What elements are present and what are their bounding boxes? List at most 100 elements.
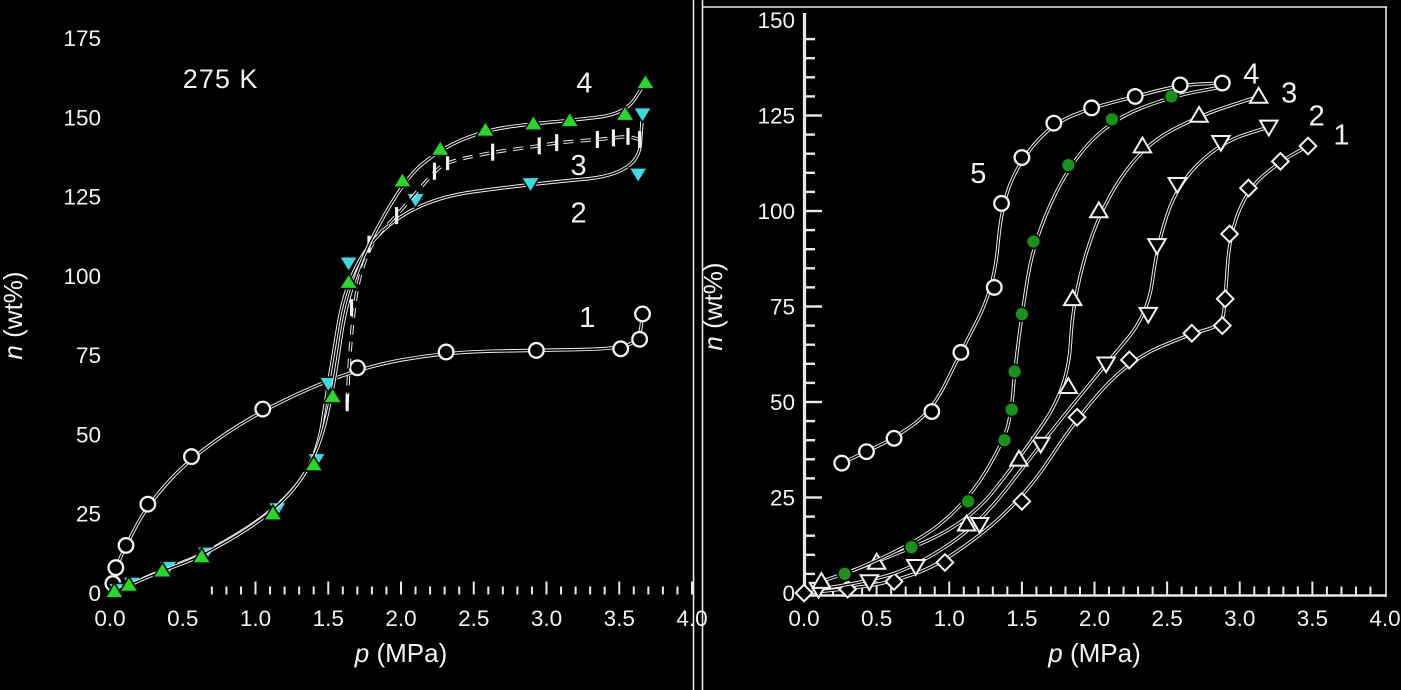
curve-label-5: 5 (970, 158, 986, 190)
y-tick-label: 150 (757, 8, 795, 33)
triangle-up-open-marker (1248, 85, 1270, 104)
circle-open-marker (985, 278, 1003, 296)
x-tick-label: 0.5 (861, 606, 892, 631)
vertical-bar-marker (445, 153, 450, 171)
triangle-up-marker (614, 104, 636, 122)
vertical-bar-marker (595, 130, 600, 148)
circle-filled-marker (836, 566, 853, 582)
circle-open-marker (885, 429, 903, 447)
series-line-core (112, 313, 644, 584)
triangle-down-open-marker (1030, 436, 1052, 455)
triangle-up-marker (151, 560, 174, 579)
circle-open-marker (1126, 87, 1144, 105)
series-line-outline (803, 144, 1309, 595)
right-chart-panel: 0.0 0.5 1.0 1.5 2.0 2.5 3.0 3.5 4.00255075100125… (698, 6, 1401, 668)
circle-filled-marker (1104, 111, 1120, 128)
diamond-open-marker (1238, 178, 1259, 198)
circle-filled-marker (960, 493, 977, 510)
x-tick-label: 0.0 (788, 606, 819, 631)
x-tick-label: 3.0 (1224, 606, 1255, 631)
y-tick-label: 100 (757, 199, 795, 224)
diamond-open-marker (1067, 407, 1087, 427)
y-tick-label: 75 (770, 295, 795, 320)
triangle-down-open-marker (1210, 134, 1232, 153)
triangle-down-marker (631, 106, 654, 125)
circle-filled-marker (1163, 88, 1180, 105)
circle-open-marker (107, 559, 125, 577)
circle-filled-marker (1003, 401, 1020, 418)
x-axis-title: p (MPa) (1047, 638, 1140, 668)
triangle-up-marker (191, 546, 213, 564)
x-tick-label: 2.0 (1079, 606, 1110, 631)
x-tick-label: 1.5 (313, 606, 344, 631)
circle-open-marker (183, 448, 200, 466)
y-tick-label: 125 (757, 104, 795, 129)
y-tick-label: 75 (76, 343, 101, 368)
right-curve-5: 5 (833, 74, 1231, 472)
x-tick-label: 0.5 (167, 606, 198, 631)
x-tick-label: 2.0 (385, 606, 416, 631)
series-line-core (346, 136, 640, 403)
vertical-bar-marker (626, 127, 630, 145)
triangle-down-open-marker (1258, 119, 1280, 138)
diamond-open-marker (794, 583, 814, 603)
curve-label-4: 4 (576, 67, 592, 99)
series-line-outline (113, 81, 647, 593)
diamond-open-marker (935, 552, 955, 573)
triangle-up-open-marker (956, 513, 978, 532)
vertical-bar-marker (395, 207, 399, 225)
series-line-core (803, 145, 1309, 594)
x-tick-label: 3.5 (1297, 606, 1328, 631)
curve-label-2: 2 (1309, 101, 1325, 133)
circle-open-marker (923, 403, 941, 421)
triangle-up-marker (391, 170, 414, 189)
curve-label-1: 1 (1333, 120, 1349, 152)
circle-open-marker (993, 194, 1010, 212)
triangle-up-open-marker (1057, 376, 1079, 395)
vertical-bar-marker (349, 299, 354, 317)
left-curve-4: 4 (103, 67, 657, 599)
circle-open-marker (1045, 114, 1063, 132)
circle-open-marker (1213, 74, 1231, 92)
series-line-core (818, 126, 1270, 590)
triangle-up-marker (118, 575, 140, 593)
triangle-up-open-marker (1062, 288, 1084, 307)
y-tick-label: 50 (76, 422, 101, 447)
circle-open-marker (139, 495, 157, 513)
y-tick-label: 25 (770, 486, 795, 511)
curve-label-3: 3 (570, 150, 586, 182)
triangle-up-marker (321, 386, 344, 404)
circle-open-marker (437, 343, 455, 361)
diamond-open-marker (1298, 136, 1318, 156)
triangle-up-marker (103, 581, 125, 599)
triangle-down-marker (627, 167, 649, 185)
curve-label-4: 4 (1243, 58, 1259, 90)
triangle-down-open-marker (1095, 356, 1117, 375)
y-tick-label: 125 (63, 185, 101, 210)
triangle-down-open-marker (858, 574, 880, 593)
diamond-open-marker (1182, 323, 1202, 343)
triangle-up-open-marker (1088, 200, 1110, 219)
circle-open-marker (1013, 149, 1031, 166)
series-line-core (114, 81, 647, 593)
vertical-bar-marker (491, 143, 495, 161)
triangle-up-marker (262, 503, 284, 522)
circle-open-marker (1083, 99, 1101, 117)
curve-label-3: 3 (1281, 78, 1297, 110)
triangle-down-marker (519, 176, 542, 194)
diamond-open-marker (884, 571, 904, 592)
y-tick-label: 0 (782, 581, 795, 606)
triangle-down-open-marker (1166, 176, 1188, 195)
y-tick-label: 0 (88, 581, 101, 606)
diamond-open-marker (1119, 350, 1140, 370)
circle-filled-marker (903, 539, 920, 556)
y-tick-label: 100 (63, 264, 101, 289)
x-tick-label: 4.0 (1369, 606, 1400, 631)
triangle-down-open-marker (1137, 306, 1159, 325)
circle-filled-marker (1060, 157, 1077, 174)
circle-open-marker (348, 359, 366, 377)
triangle-down-open-marker (1146, 238, 1168, 256)
vertical-bar-marker (537, 137, 541, 155)
